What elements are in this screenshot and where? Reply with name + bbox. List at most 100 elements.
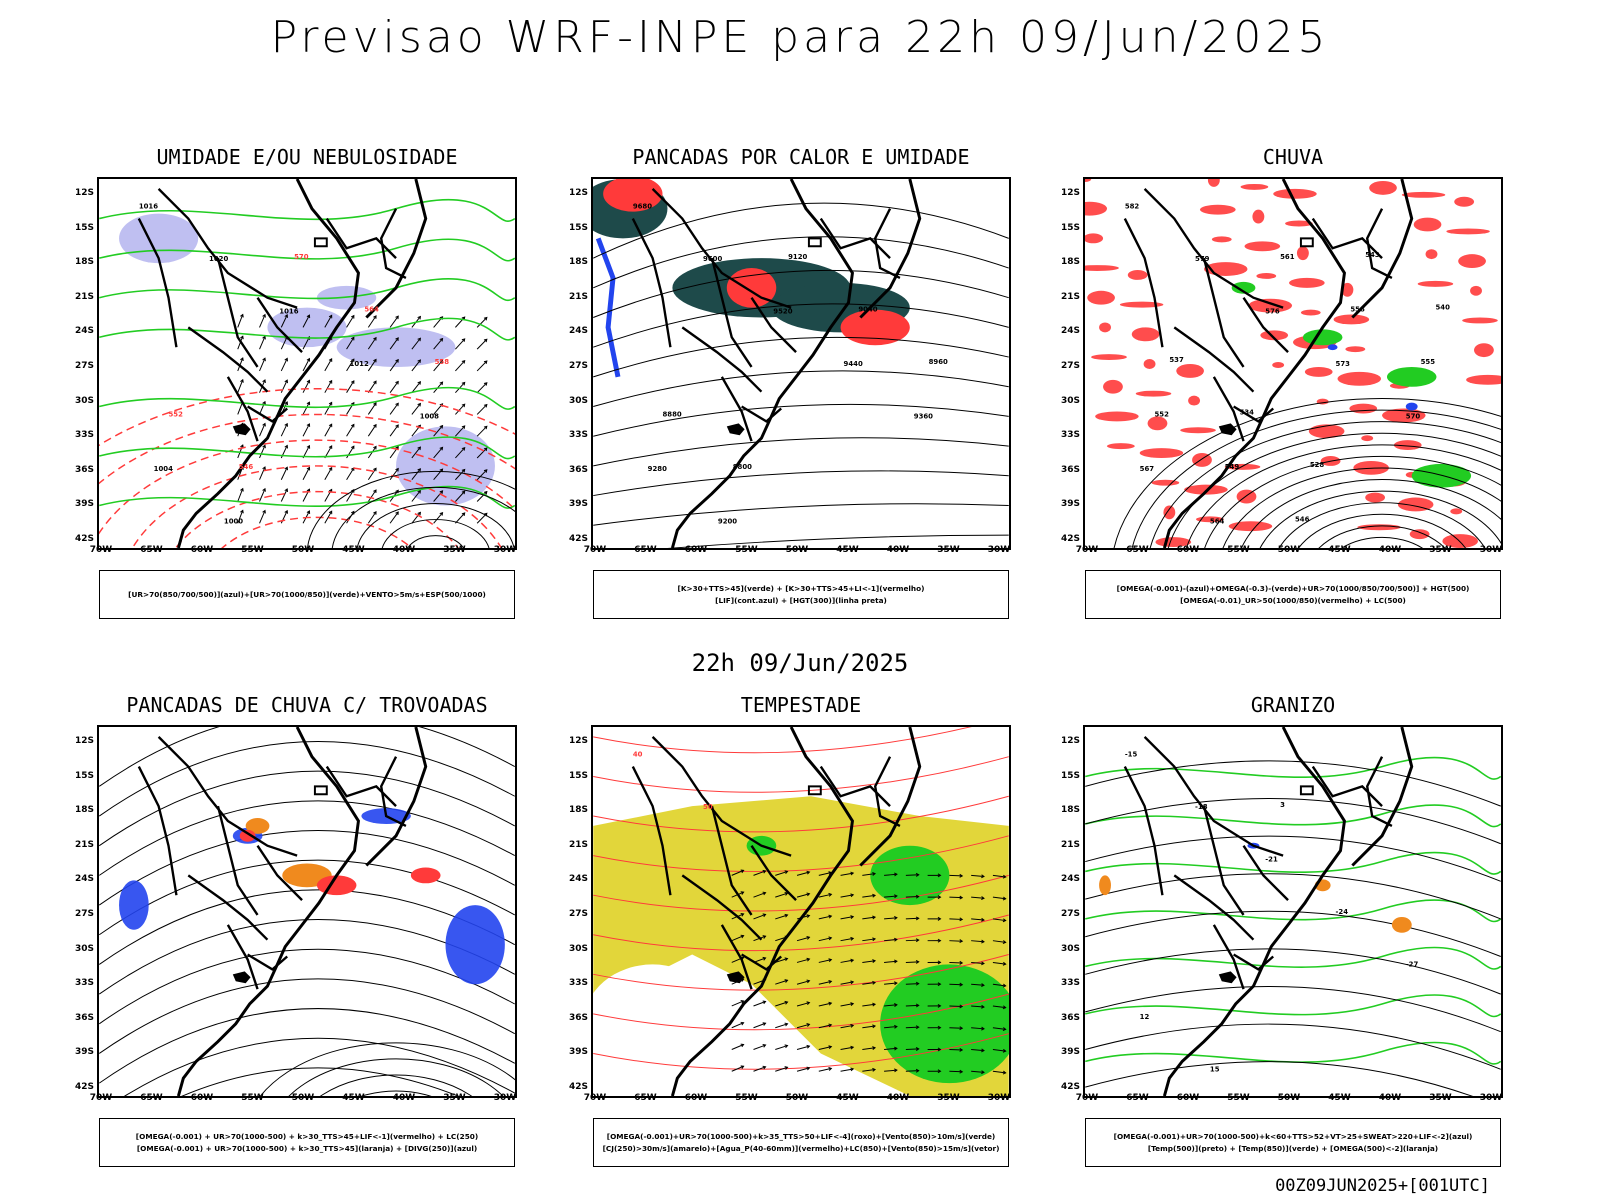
contour-label: 564 — [1210, 517, 1225, 525]
longitude-label: 30W — [1479, 545, 1503, 555]
latitude-label: 33S — [1060, 430, 1080, 441]
latitude-label: 42S — [1060, 1082, 1080, 1092]
longitude-label: 45W — [836, 545, 859, 555]
wind-vector — [775, 1045, 788, 1050]
contour-label: -18 — [1195, 803, 1208, 811]
wind-vector-head — [872, 1067, 877, 1072]
legend-line: [OMEGA(-0.001)-(azul)+OMEGA(-0.3)-(verde… — [1116, 583, 1470, 593]
wind-vector-head — [937, 1003, 942, 1008]
contour-label: 1016 — [139, 203, 158, 211]
coastline — [670, 727, 854, 1096]
country-border — [720, 924, 753, 990]
wind-vector-head — [284, 314, 289, 318]
wind-vector-head — [806, 892, 811, 897]
wind-vector — [840, 1003, 854, 1007]
country-border — [750, 845, 797, 901]
shaded-area — [1417, 280, 1454, 287]
wind-vector-head — [937, 1069, 942, 1074]
wind-vector-head — [417, 359, 421, 364]
contour-line — [1167, 432, 1501, 548]
wind-vector-head — [350, 445, 355, 450]
latitude-label: 36S — [74, 1012, 94, 1023]
wind-vector-head — [850, 1045, 855, 1050]
contour-label: 558 — [435, 358, 450, 366]
wind-vector-head — [395, 358, 399, 363]
wind-vector — [818, 959, 832, 963]
legend-line: [OMEGA(-0.001) + UR>70(1000-500) + k>30_… — [136, 1143, 478, 1153]
longitude-label: 45W — [342, 1093, 365, 1103]
streamline — [99, 948, 515, 1025]
shaded-area — [1085, 179, 1092, 182]
shaded-area — [1095, 411, 1139, 422]
wind-vector — [411, 468, 421, 481]
contour-line — [1259, 490, 1501, 548]
longitude-label: 35W — [937, 545, 960, 555]
wind-vector — [455, 425, 466, 437]
wind-vector-head — [784, 957, 789, 962]
shaded-area — [1085, 201, 1108, 216]
latitude-label: 30S — [568, 943, 588, 954]
shaded-area — [1405, 402, 1418, 411]
wind-vector-head — [350, 380, 355, 384]
shaded-area — [316, 875, 357, 896]
country-border — [873, 208, 901, 279]
wind-vector-head — [937, 960, 942, 965]
wind-vector — [389, 359, 399, 372]
wind-vector-head — [894, 916, 898, 920]
wind-vector-head — [806, 1066, 811, 1071]
wind-vector-head — [894, 872, 898, 877]
longitude-label: 35W — [937, 1093, 960, 1103]
panel-6-legend: [OMEGA(-0.001)+UR>70(1000-500)+k<60+TTS>… — [1085, 1118, 1501, 1167]
shaded-area — [1127, 270, 1148, 280]
contour-line — [1085, 760, 1501, 807]
contour-label: 579 — [1195, 255, 1210, 263]
wind-vector — [346, 467, 355, 481]
coastline — [859, 179, 922, 319]
wind-vector — [949, 1070, 963, 1073]
contour-label: 9040 — [858, 306, 877, 314]
contour-label: 555 — [1421, 358, 1436, 366]
wind-vector-head — [328, 358, 333, 362]
wind-vector — [884, 982, 897, 985]
contour-label: 537 — [1169, 356, 1184, 364]
contour-line — [593, 236, 1009, 289]
wind-vector — [796, 871, 810, 876]
wind-vector-head — [1002, 874, 1007, 879]
longitude-label: 60W — [1176, 545, 1200, 555]
wind-vector — [259, 510, 266, 524]
wind-vector-head — [872, 1024, 877, 1029]
shaded-area — [1180, 427, 1216, 434]
country-border — [1202, 257, 1245, 368]
streamline — [99, 830, 515, 906]
shaded-area — [1337, 371, 1382, 386]
longitude-label: 45W — [1328, 1093, 1351, 1103]
longitude-label: 40W — [392, 545, 416, 555]
wind-vector — [840, 916, 854, 920]
shaded-area — [410, 867, 441, 884]
contour-label: 552 — [1155, 410, 1170, 418]
wind-vector — [476, 382, 488, 394]
wind-vector — [476, 338, 488, 350]
wind-vector — [731, 869, 744, 876]
wind-vector — [346, 315, 355, 328]
wind-vector-head — [762, 1043, 767, 1048]
longitude-label: 35W — [443, 1093, 466, 1103]
wind-vector-head — [328, 379, 333, 384]
wind-vector — [949, 896, 963, 899]
shaded-area — [1256, 272, 1277, 279]
wind-vector — [324, 467, 333, 480]
wind-vector-head — [981, 1026, 985, 1031]
contour-line — [593, 503, 1009, 526]
wind-vector-head — [981, 874, 985, 879]
wind-vector — [455, 447, 466, 459]
wind-vector-head — [959, 895, 964, 900]
wind-vector-head — [959, 939, 964, 944]
shaded-area — [1147, 416, 1168, 431]
wind-vector-head — [850, 1023, 855, 1028]
panel-4-title: PANCADAS DE CHUVA C/ TROVOADAS — [126, 693, 488, 717]
shaded-area — [1386, 366, 1437, 387]
wind-vector — [476, 469, 488, 481]
wind-vector — [411, 359, 421, 372]
wind-vector-head — [937, 895, 942, 900]
wind-vector-head — [872, 1046, 877, 1051]
